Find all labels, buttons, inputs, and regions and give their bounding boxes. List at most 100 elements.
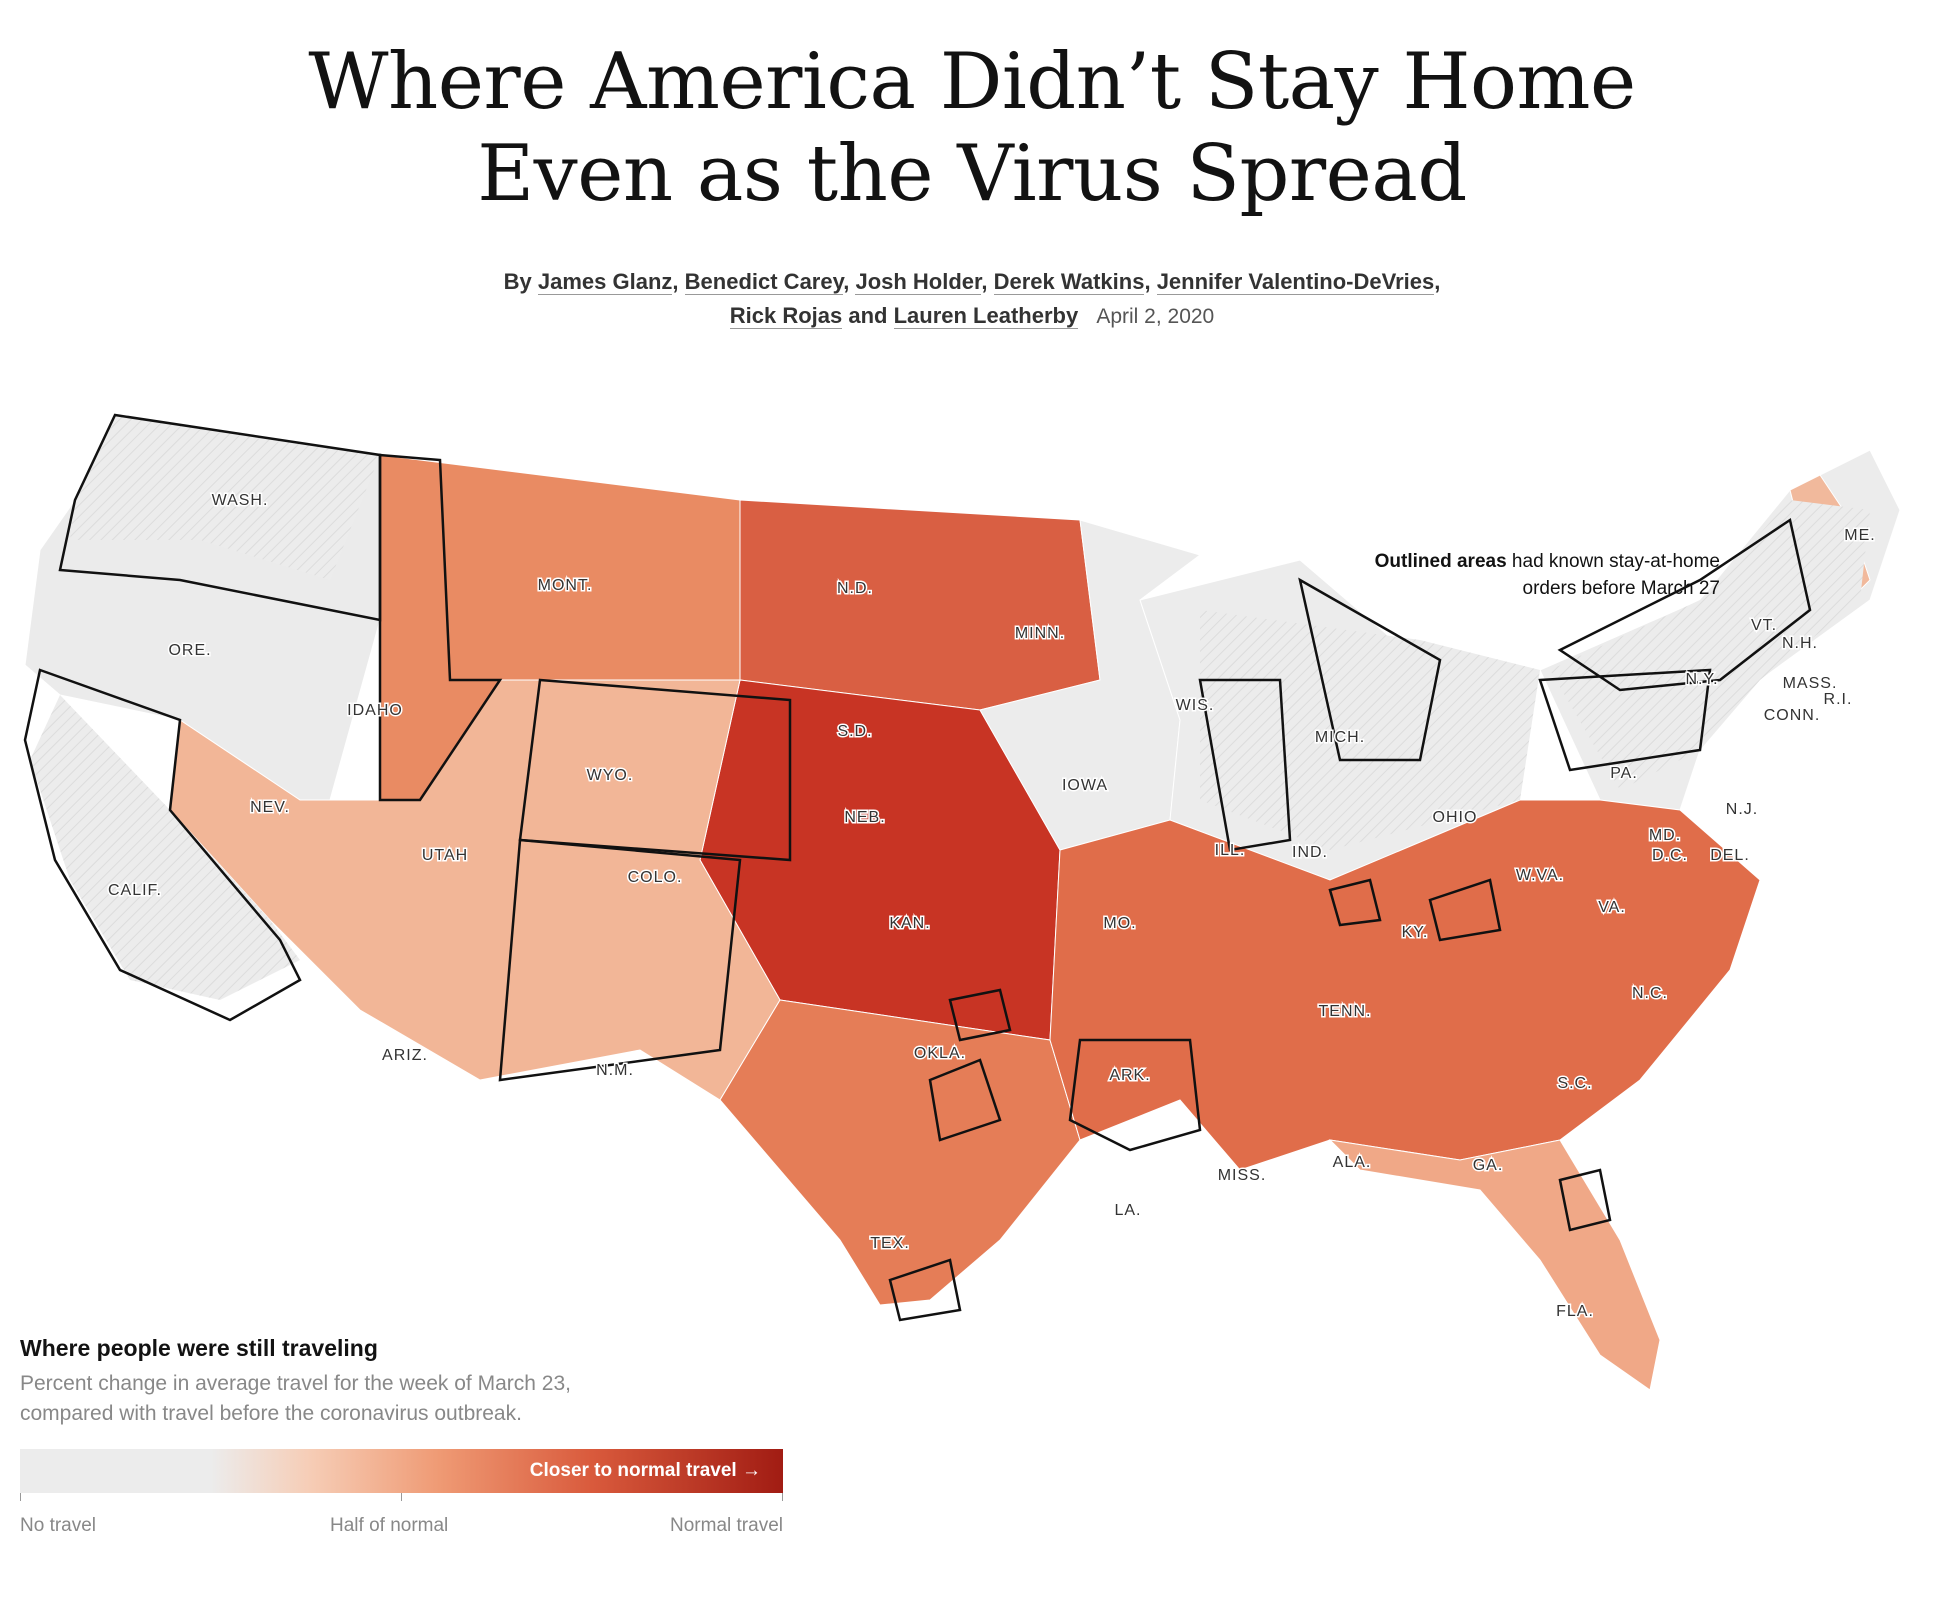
outline-idaho [378,453,503,802]
region-florida [1328,1139,1661,1391]
author-link[interactable]: James Glanz [537,269,673,295]
outline-south-texas [888,1258,962,1322]
legend-title: Where people were still traveling [20,1335,378,1361]
state-label: ILL. [1215,842,1246,859]
author-link[interactable]: Benedict Carey [684,269,844,295]
legend-tick [401,1493,402,1501]
us-county-travel-map: WASH. ORE. CALIF. IDAHO NEV. MONT. WYO. UTAH ARI… [23,413,1901,1391]
state-label: MASS. [1783,675,1838,692]
state-label: ORE. [168,642,211,659]
state-label: KAN. [889,915,930,932]
legend-tick [20,1493,21,1501]
outline-dallas-region [948,988,1012,1042]
state-label: PA. [1610,765,1638,782]
state-label: VT. [1751,617,1777,634]
state-label: MISS. [1218,1167,1267,1184]
state-label: IOWA [1062,777,1108,794]
state-label: COLO. [628,869,683,886]
byline-prefix: By [503,269,532,294]
outline-pennsylvania [1538,668,1712,772]
state-label: OKLA. [914,1045,966,1062]
hatched-stay-at-home-california [30,695,300,1000]
state-label: IDAHO [347,702,403,719]
state-label: WIS. [1176,697,1215,714]
state-label: MICH. [1315,729,1365,746]
state-label: ARK. [1109,1067,1150,1084]
region-texas [719,999,1081,1306]
outline-houston-region [928,1058,1002,1142]
outline-illinois [1198,678,1292,852]
state-label: MINN. [1015,625,1065,642]
legend-labels: No travel Half of normal Normal travel [20,1515,783,1541]
state-label: VA. [1598,899,1626,916]
outline-new-mexico [498,838,742,1082]
legend-callout: Closer to normal travel → [529,1460,761,1481]
region-south [1049,799,1761,1171]
headline-line-2: Even as the Virus Spread [477,129,1467,219]
outline-michigan [1298,577,1442,762]
outline-colorado [518,678,792,862]
state-label: OHIO [1433,809,1478,826]
legend-description: Percent change in average travel for the… [20,1372,571,1425]
headline-line-1: Where America Didn’t Stay Home [308,37,1636,127]
outline-louisiana [1068,1038,1202,1152]
author-link[interactable]: Lauren Leatherby [893,303,1079,329]
state-label: KY. [1402,924,1429,941]
outline-atlanta-region [1428,878,1502,942]
legend-tick [782,1493,783,1501]
annotation-bold: Outlined areas [1374,551,1507,572]
author-link[interactable]: Jennifer Valentino-DeVries [1156,269,1435,295]
region-northern-plains [739,499,1101,711]
author-link[interactable]: Derek Watkins [993,269,1145,295]
outline-california [23,668,302,1022]
state-label: MONT. [538,577,593,594]
state-label: N.C. [1632,985,1668,1002]
legend-ticks [20,1493,783,1521]
state-label: ARIZ. [382,1047,428,1064]
state-label: DEL. [1710,847,1750,864]
state-label: S.D. [837,723,872,740]
outline-nashville-region [1328,878,1382,927]
state-label: N.Y. [1685,671,1718,688]
hatched-stay-at-home-northeast [1550,500,1870,790]
state-label: LA. [1114,1202,1141,1219]
state-label: WASH. [212,492,269,509]
state-label: N.H. [1782,635,1818,652]
state-label: W.VA. [1516,867,1564,884]
state-label: CALIF. [108,882,162,899]
state-label: S.C. [1557,1075,1592,1092]
state-label: N.D. [837,580,873,597]
publish-date: April 2, 2020 [1096,305,1215,328]
state-label: IND. [1292,844,1328,861]
legend-low-label: No travel [20,1515,97,1536]
outline-central-florida [1558,1168,1612,1232]
state-label: NEV. [250,799,290,816]
stay-at-home-annotation: Outlined areas had known stay-at-home or… [1340,548,1720,602]
state-label: TENN. [1319,1003,1372,1020]
state-label: R.I. [1824,691,1853,708]
author-link[interactable]: Josh Holder [855,269,982,295]
hatched-stay-at-home-great-lakes [1200,610,1540,850]
state-label: ALA. [1333,1154,1372,1171]
state-label: NEB. [844,809,885,826]
legend-high-label: Normal travel [670,1515,783,1536]
byline: By James Glanz, Benedict Carey, Josh Hol… [503,269,1441,329]
state-label: MO. [1103,915,1136,932]
hatched-stay-at-home-washington [70,415,380,580]
legend-gradient-bar: Closer to normal travel → [20,1449,783,1493]
state-label: MD. [1649,827,1681,844]
annotation-text: had known stay-at-home orders before Mar… [1506,551,1720,599]
outline-new-york [1557,517,1812,692]
state-label: WYO. [587,767,634,784]
state-label: FLA. [1556,1303,1594,1320]
state-label: N.M. [596,1062,634,1079]
author-link[interactable]: Rick Rojas [729,303,843,329]
legend: Where people were still traveling Percen… [20,1333,790,1541]
state-label: UTAH [422,847,468,864]
state-label: N.J. [1726,801,1758,818]
legend-mid-label: Half of normal [330,1515,449,1536]
state-label: D.C. [1652,847,1688,864]
state-label: GA. [1473,1157,1504,1174]
state-label: ME. [1844,527,1875,544]
state-label: CONN. [1764,707,1821,724]
